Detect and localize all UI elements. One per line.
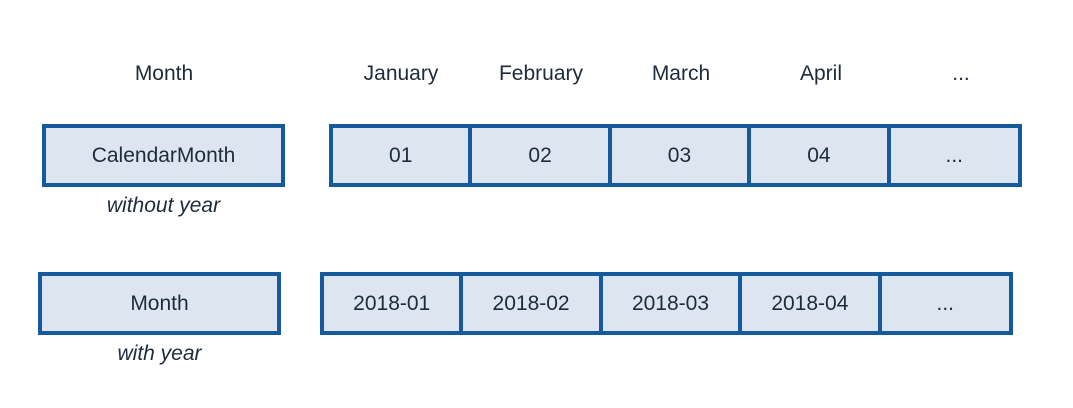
- value-cell: 03: [612, 128, 752, 183]
- calendarmonth-type-box: CalendarMonth: [42, 124, 285, 187]
- header-month-february: February: [498, 62, 584, 85]
- header-month-january: January: [363, 62, 439, 85]
- calendarmonth-values-row: 01 02 03 04 ...: [329, 124, 1022, 187]
- value-cell: 2018-02: [463, 276, 603, 331]
- month-values-row: 2018-01 2018-02 2018-03 2018-04 ...: [320, 272, 1013, 335]
- month-type-box: Month: [38, 272, 281, 335]
- value-cell: 2018-04: [742, 276, 882, 331]
- value-cell: 01: [333, 128, 473, 183]
- header-month-march: March: [651, 62, 711, 85]
- value-cell: ...: [945, 143, 964, 167]
- header-type-label: Month: [134, 62, 194, 85]
- value-cell: 02: [472, 128, 612, 183]
- value-cell: 04: [751, 128, 891, 183]
- header-month-ellipsis: ...: [952, 62, 970, 85]
- with-year-caption: with year: [117, 342, 202, 365]
- value-cell: 2018-03: [603, 276, 743, 331]
- header-month-april: April: [799, 62, 842, 85]
- value-cell: ...: [936, 291, 955, 315]
- value-cell: 2018-01: [324, 276, 464, 331]
- without-year-caption: without year: [106, 194, 221, 217]
